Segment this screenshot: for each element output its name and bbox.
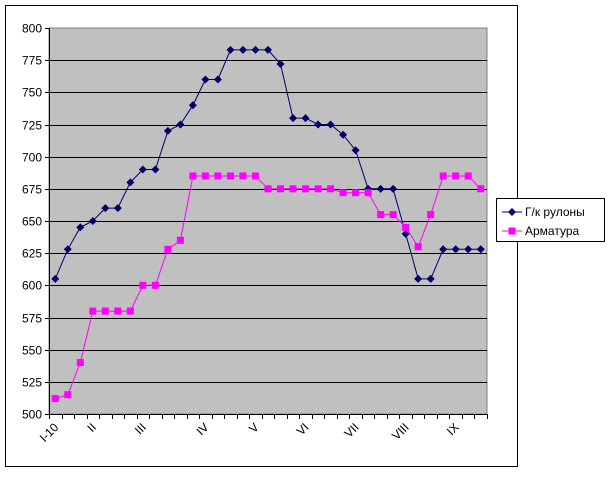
data-point xyxy=(126,307,134,315)
data-point xyxy=(239,172,247,180)
y-tick-label: 600 xyxy=(22,279,42,293)
data-point xyxy=(389,184,398,193)
data-point xyxy=(176,120,185,129)
data-point xyxy=(476,245,485,254)
legend-label-gk: Г/к рулоны xyxy=(525,205,585,219)
data-point xyxy=(339,189,347,197)
data-point xyxy=(151,281,159,289)
data-point xyxy=(214,172,222,180)
data-point xyxy=(164,245,172,253)
data-point xyxy=(51,274,60,283)
data-point xyxy=(314,185,322,193)
data-point xyxy=(426,274,435,283)
data-point xyxy=(364,189,372,197)
data-point xyxy=(176,236,184,244)
data-point xyxy=(201,75,210,84)
data-point xyxy=(76,223,85,232)
data-point xyxy=(351,146,360,155)
y-tick-label: 725 xyxy=(22,119,42,133)
data-point xyxy=(264,185,272,193)
y-tick-label: 550 xyxy=(22,344,42,358)
legend-marker-gk xyxy=(508,208,516,216)
y-tick-label: 775 xyxy=(22,54,42,68)
data-point xyxy=(138,165,147,174)
data-point xyxy=(63,245,72,254)
data-point xyxy=(201,172,209,180)
data-point xyxy=(376,184,385,193)
data-point xyxy=(289,114,298,123)
data-point xyxy=(126,178,135,187)
data-point xyxy=(389,211,397,219)
data-point xyxy=(301,114,310,123)
y-tick-label: 800 xyxy=(22,22,42,36)
data-point xyxy=(402,223,410,231)
data-point xyxy=(226,172,234,180)
data-point xyxy=(427,211,435,219)
series-armatura xyxy=(51,172,485,403)
data-point xyxy=(414,274,423,283)
data-point xyxy=(264,45,272,54)
data-point xyxy=(452,172,460,180)
data-point xyxy=(401,229,410,238)
y-tick-label: 625 xyxy=(22,247,42,261)
data-point xyxy=(88,217,97,225)
data-point xyxy=(189,172,197,180)
data-point xyxy=(326,120,335,129)
data-point xyxy=(188,101,197,110)
data-point xyxy=(464,172,472,180)
data-point xyxy=(477,185,485,193)
data-point xyxy=(276,60,285,69)
data-point xyxy=(464,245,473,254)
y-tick-label: 575 xyxy=(22,312,42,326)
data-point xyxy=(89,307,97,315)
y-tick-label: 750 xyxy=(22,86,42,100)
y-tick-label: 525 xyxy=(22,376,42,390)
data-point xyxy=(101,204,110,213)
data-point xyxy=(314,120,323,129)
y-tick-label: 675 xyxy=(22,183,42,197)
data-point xyxy=(289,185,297,193)
legend: Г/к рулоны Арматура xyxy=(496,198,605,242)
data-point xyxy=(439,172,447,180)
data-point xyxy=(76,359,84,367)
y-tick-label: 500 xyxy=(22,408,42,422)
data-point xyxy=(51,395,59,403)
data-point xyxy=(327,185,335,193)
y-tick-label: 700 xyxy=(22,151,42,165)
data-point xyxy=(414,243,422,251)
data-point xyxy=(213,75,222,84)
data-point xyxy=(163,126,172,135)
data-point xyxy=(251,45,260,54)
data-point xyxy=(302,185,310,193)
data-point xyxy=(226,45,235,54)
data-point xyxy=(352,189,360,197)
data-point xyxy=(139,281,147,289)
data-point xyxy=(101,307,109,315)
data-point xyxy=(439,245,448,254)
legend-marker-armatura xyxy=(508,227,516,235)
data-point xyxy=(339,130,348,139)
data-point xyxy=(251,172,259,180)
data-point xyxy=(114,307,122,315)
data-point xyxy=(238,45,247,54)
y-tick-label: 650 xyxy=(22,215,42,229)
data-point xyxy=(377,211,385,219)
data-point xyxy=(113,204,122,213)
data-point xyxy=(277,185,285,193)
series-gk-rulony xyxy=(51,45,485,283)
legend-label-armatura: Арматура xyxy=(525,224,580,238)
data-point xyxy=(151,165,160,174)
data-point xyxy=(64,391,72,399)
data-point xyxy=(451,245,460,254)
